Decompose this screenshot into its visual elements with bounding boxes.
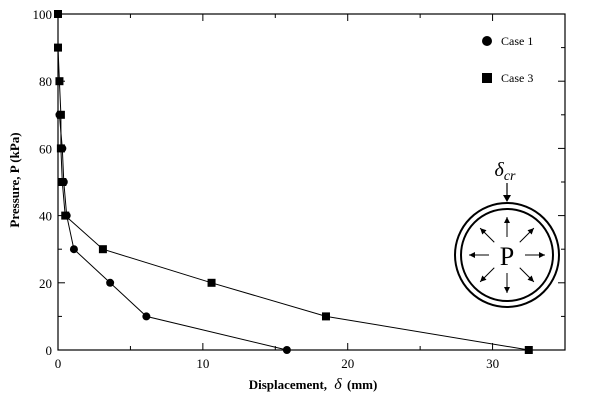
pressure-arrow-head (539, 252, 545, 258)
x-axis-title-unit: (mm) (347, 377, 377, 392)
data-point-case-3 (56, 144, 65, 153)
pressure-arrow-head (480, 228, 487, 235)
y-tick-label: 100 (33, 7, 53, 22)
pressure-arrow-head (469, 252, 475, 258)
critical-displacement-subscript: cr (504, 169, 516, 184)
x-tick-label: 0 (55, 356, 62, 371)
y-tick-label: 60 (39, 141, 52, 156)
x-axis-title-prefix: Displacement, (249, 377, 327, 392)
data-point-case-3 (207, 278, 216, 287)
x-tick-label: 10 (196, 356, 209, 371)
pressure-arrow-head (527, 275, 534, 282)
data-point-case-3 (54, 10, 62, 18)
series (54, 10, 533, 354)
pipe-outer-wall (454, 202, 560, 308)
y-tick-label: 80 (39, 74, 52, 89)
critical-displacement-arrow-head (503, 195, 511, 202)
pressure-center-label: P (500, 242, 514, 271)
y-axis-title: Pressure, P (kPa) (7, 132, 22, 227)
critical-displacement-label: δcr (495, 159, 517, 184)
data-point-case-1 (282, 346, 291, 354)
data-point-case-3 (524, 346, 533, 354)
pipe-cross-section-inset: δcr P (454, 159, 560, 308)
data-point-case-3 (98, 245, 107, 254)
data-point-case-3 (321, 312, 330, 321)
legend: Case 1 Case 3 (482, 34, 533, 85)
series-line-case-1 (58, 114, 288, 351)
x-axis-title-symbol: δ (334, 376, 342, 393)
legend-label-case-3: Case 3 (501, 71, 533, 85)
pressure-arrow-head (504, 217, 510, 223)
axes (57, 13, 566, 351)
data-point-case-1 (106, 278, 115, 287)
data-point-case-3 (56, 110, 65, 119)
internal-pressure-arrows (469, 217, 545, 293)
plot-frame (57, 13, 566, 351)
pressure-arrow-head (480, 275, 487, 282)
data-point-case-3 (54, 43, 62, 52)
x-axis-title: Displacement, δ (mm) (249, 376, 378, 393)
data-point-case-1 (69, 245, 78, 254)
y-tick-label: 40 (39, 209, 52, 224)
pressure-arrow-head (527, 228, 534, 235)
pipe-inner-wall (460, 208, 554, 302)
x-tick-label: 30 (486, 356, 499, 371)
pressure-arrow-head (504, 287, 510, 293)
y-tick-label: 0 (46, 343, 53, 358)
data-point-case-3 (58, 178, 67, 186)
legend-label-case-1: Case 1 (501, 34, 533, 48)
x-tick-label: 20 (341, 356, 354, 371)
legend-marker-case-1 (482, 36, 492, 46)
y-tick-label: 20 (39, 276, 52, 291)
data-point-case-3 (61, 211, 70, 220)
data-point-case-1 (142, 312, 151, 321)
legend-marker-case-3 (482, 73, 492, 83)
critical-displacement-symbol: δ (495, 159, 505, 181)
ticks: 0 10 20 30 0 20 40 60 80 100 (33, 7, 566, 371)
data-point-case-3 (55, 77, 64, 86)
